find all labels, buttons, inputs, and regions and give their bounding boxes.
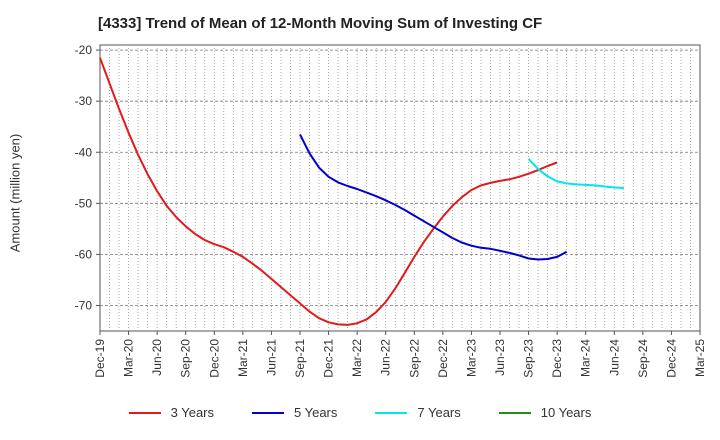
series-line-7-years — [527, 158, 624, 189]
legend-swatch — [375, 411, 408, 414]
x-tick-label: Mar-25 — [693, 339, 707, 377]
legend-label: 7 Years — [417, 405, 461, 420]
legend: 3 Years 5 Years 7 Years 10 Years — [0, 405, 720, 420]
x-tick-label: Jun-24 — [607, 339, 621, 376]
x-tick-label: Mar-24 — [579, 339, 593, 377]
grid — [100, 45, 700, 331]
y-tick-label: -70 — [75, 298, 93, 312]
legend-item-10-years: 10 Years — [498, 405, 592, 420]
chart-title: [4333] Trend of Mean of 12-Month Moving … — [98, 15, 543, 32]
series-lines — [99, 57, 624, 326]
x-tick-label: Mar-20 — [122, 339, 136, 377]
y-tick-label: -30 — [75, 94, 93, 108]
series-line-5-years — [299, 133, 568, 261]
x-tick-label: Mar-23 — [464, 339, 478, 377]
y-axis-ticks: -20 -30 -40 -50 -60 -70 — [75, 43, 100, 312]
x-tick-label: Dec-20 — [207, 339, 221, 378]
x-tick-label: Jun-23 — [493, 339, 507, 376]
legend-swatch — [498, 411, 531, 414]
x-tick-label: Jun-21 — [264, 339, 278, 376]
legend-label: 5 Years — [294, 405, 338, 420]
x-tick-label: Jun-20 — [150, 339, 164, 376]
series-line-3-years — [99, 57, 558, 326]
x-tick-label: Sep-23 — [522, 339, 536, 378]
legend-item-3-years: 3 Years — [128, 405, 214, 420]
plot-area — [99, 44, 701, 332]
legend-swatch — [252, 411, 284, 414]
x-tick-label: Dec-24 — [664, 339, 678, 378]
x-tick-label: Dec-19 — [93, 339, 107, 378]
legend-label: 3 Years — [170, 405, 214, 420]
legend-swatch — [128, 411, 161, 414]
x-tick-label: Dec-22 — [436, 339, 450, 378]
x-tick-label: Sep-21 — [293, 339, 307, 378]
x-tick-label: Sep-22 — [407, 339, 421, 378]
x-tick-label: Jun-22 — [379, 339, 393, 376]
x-tick-label: Mar-21 — [236, 339, 250, 377]
legend-label: 10 Years — [540, 405, 592, 420]
x-tick-label: Dec-21 — [322, 339, 336, 378]
legend-item-5-years: 5 Years — [252, 405, 337, 420]
x-tick-label: Sep-24 — [636, 339, 650, 378]
legend-item-7-years: 7 Years — [375, 405, 461, 420]
y-tick-label: -40 — [75, 145, 93, 159]
x-tick-label: Dec-23 — [550, 339, 564, 378]
y-tick-label: -50 — [75, 196, 93, 210]
x-tick-label: Mar-22 — [350, 339, 364, 377]
x-tick-label: Sep-20 — [179, 339, 193, 378]
x-axis-ticks: Dec-19 Mar-20 Jun-20 Sep-20 Dec-20 Mar-21 Jun-… — [93, 331, 707, 378]
y-tick-label: -20 — [75, 43, 93, 57]
y-tick-label: -60 — [75, 247, 93, 261]
